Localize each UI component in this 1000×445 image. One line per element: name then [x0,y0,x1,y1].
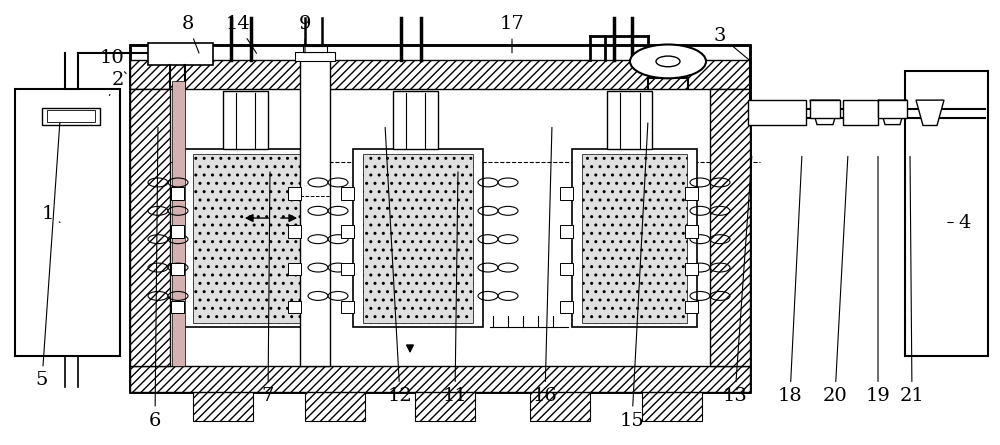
FancyBboxPatch shape [288,225,301,238]
Circle shape [656,56,680,67]
Bar [415,390,475,421]
FancyBboxPatch shape [341,187,354,200]
FancyBboxPatch shape [288,263,301,275]
FancyBboxPatch shape [560,263,573,275]
Bar [843,100,878,125]
Bar [748,100,806,125]
Bar [710,89,750,366]
Bar [130,366,750,392]
Bar [130,60,750,89]
FancyBboxPatch shape [341,225,354,238]
Polygon shape [916,100,944,125]
Bar [193,154,303,323]
Text: 17: 17 [500,16,524,53]
Text: 19: 19 [866,156,890,405]
Bar [223,91,268,149]
FancyBboxPatch shape [171,263,184,275]
Text: 10: 10 [100,49,126,73]
FancyBboxPatch shape [288,301,301,313]
Bar [607,91,652,149]
FancyBboxPatch shape [288,187,301,200]
Bar [183,149,313,327]
Polygon shape [878,100,907,125]
FancyBboxPatch shape [171,301,184,313]
FancyBboxPatch shape [341,301,354,313]
Text: 14: 14 [226,16,256,53]
Text: 8: 8 [182,16,199,53]
Text: 12: 12 [385,127,412,405]
Text: 7: 7 [262,172,274,405]
FancyBboxPatch shape [171,187,184,200]
Bar [42,108,100,125]
FancyBboxPatch shape [560,187,573,200]
Text: 1: 1 [42,205,60,222]
Bar [300,59,330,366]
Bar [193,390,253,421]
Bar [642,390,702,421]
Bar [303,46,327,52]
Bar [530,390,590,421]
FancyBboxPatch shape [341,263,354,275]
Bar [572,149,697,327]
Text: 16: 16 [533,127,557,405]
FancyBboxPatch shape [171,225,184,238]
Text: 21: 21 [900,156,924,405]
Bar [353,149,483,327]
FancyBboxPatch shape [685,225,698,238]
Text: 18: 18 [778,156,802,405]
Text: 15: 15 [620,123,648,429]
Bar [363,154,473,323]
Text: 13: 13 [723,156,752,405]
Bar [393,91,438,149]
FancyBboxPatch shape [685,263,698,275]
Bar [130,44,750,392]
FancyBboxPatch shape [685,301,698,313]
FancyBboxPatch shape [560,225,573,238]
Text: 6: 6 [149,127,161,429]
Polygon shape [810,100,840,125]
Bar [305,390,365,421]
Text: 5: 5 [36,123,60,389]
Bar [810,100,840,118]
Text: 11: 11 [443,172,467,405]
Bar [172,81,185,366]
Text: 3: 3 [714,27,750,61]
Circle shape [630,44,706,78]
Bar [130,89,170,366]
Text: 4: 4 [948,214,971,231]
Bar [295,52,335,61]
Bar [15,89,120,356]
Bar [905,71,988,356]
FancyBboxPatch shape [560,301,573,313]
Text: 9: 9 [299,16,311,53]
Text: 20: 20 [823,156,848,405]
Bar [148,43,213,65]
Bar [878,100,907,118]
Bar [47,110,95,122]
FancyBboxPatch shape [685,187,698,200]
Bar [130,44,750,392]
Bar [582,154,687,323]
Text: 2: 2 [109,71,124,96]
